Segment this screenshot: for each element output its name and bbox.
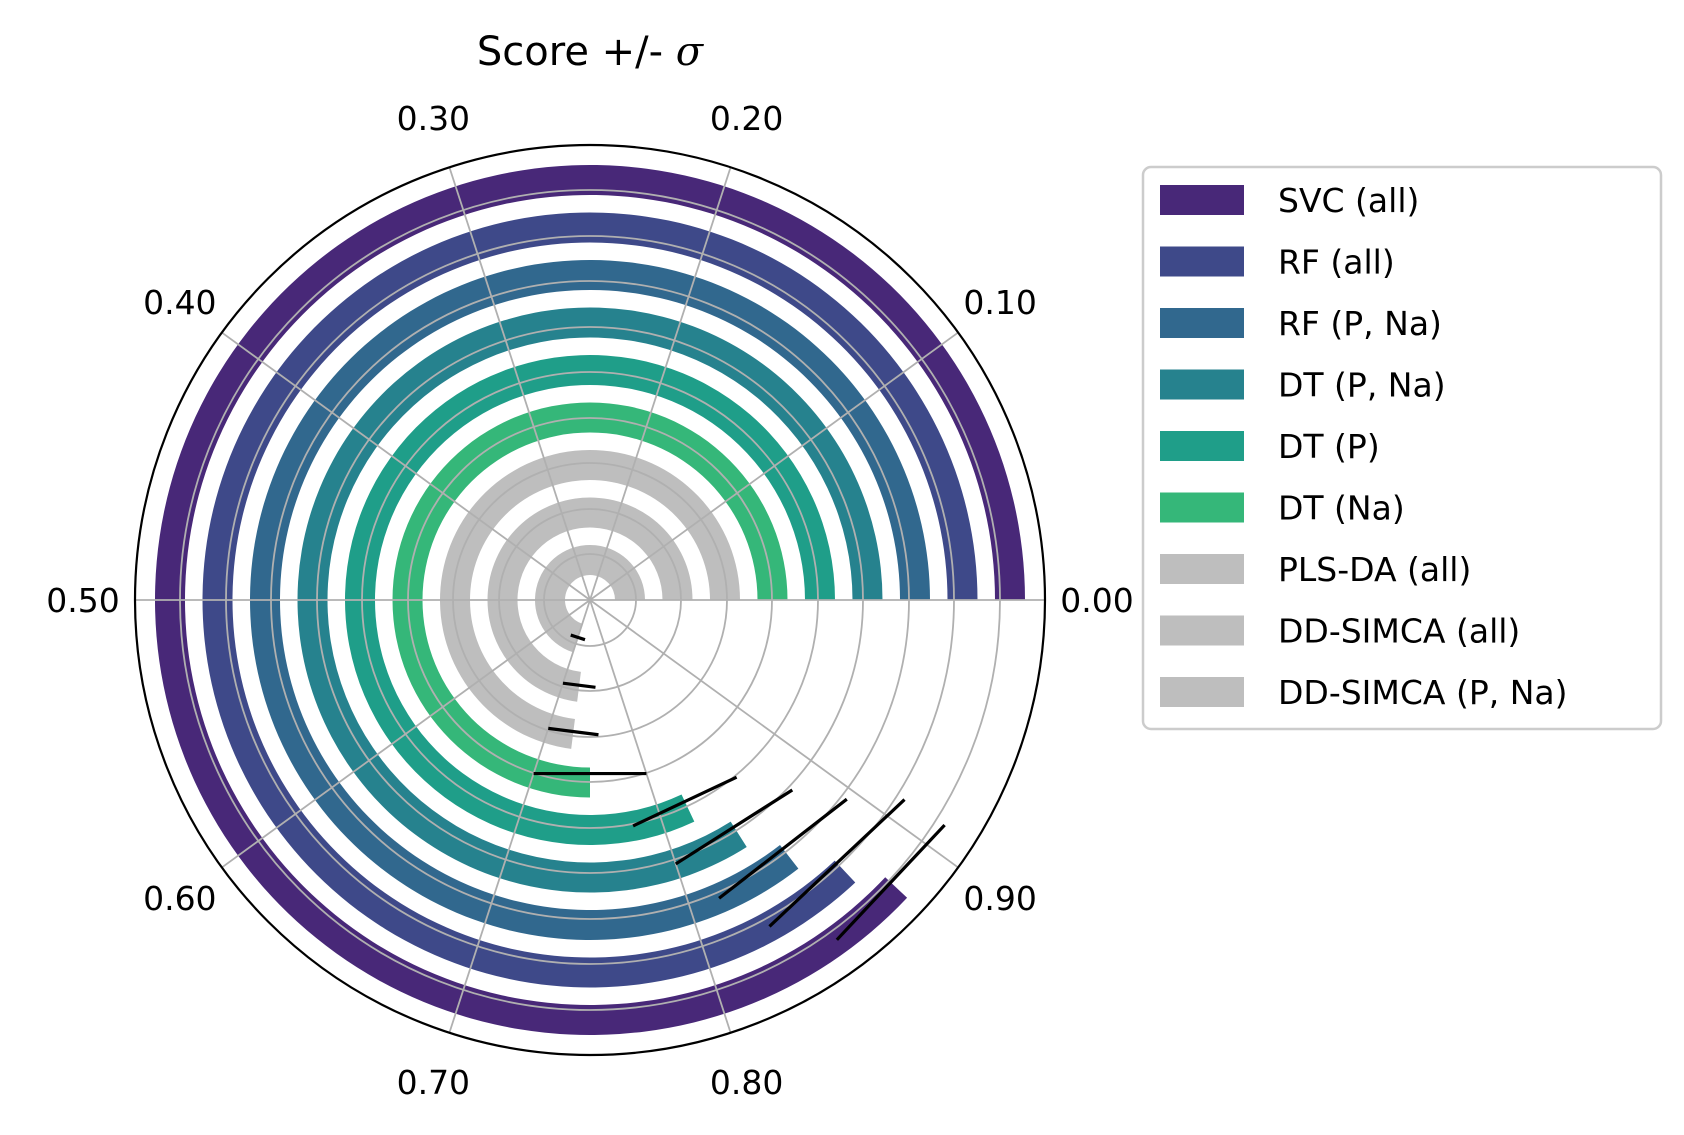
legend-swatch	[1160, 246, 1244, 277]
angular-tick-label: 0.70	[397, 1063, 470, 1102]
angular-grid-line	[448, 599, 591, 1034]
legend-label: SVC (all)	[1278, 181, 1419, 220]
error-bar-8	[570, 633, 586, 642]
error-bars-layer	[533, 633, 946, 941]
error-bar-2	[718, 797, 848, 900]
angular-tick-labels: 0.00 0.10 0.20 0.30 0.40 0.50 0.60 0.70 0.80 0.90	[46, 99, 1133, 1102]
legend-swatch	[1160, 308, 1244, 338]
angular-tick-label: 0.30	[397, 99, 470, 138]
angular-tick-label: 0.40	[143, 283, 216, 322]
chart-title: Score +/- σ	[477, 29, 705, 75]
angular-tick-label: 0.50	[46, 581, 119, 620]
legend-label: DD-SIMCA (P, Na)	[1278, 673, 1568, 712]
legend-label: DT (Na)	[1278, 489, 1405, 528]
legend: SVC (all) RF (all) RF (P, Na) DT (P, Na) DT …	[1141, 165, 1663, 731]
angular-grid-line	[589, 166, 732, 601]
legend-swatch	[1160, 185, 1244, 215]
bar-7	[487, 497, 693, 702]
angular-grid-line	[589, 599, 959, 869]
legend-swatch	[1160, 615, 1244, 646]
angular-grid-line	[221, 599, 591, 869]
angular-tick-label: 0.80	[710, 1063, 783, 1102]
error-bar-1	[768, 798, 906, 928]
error-bar-3	[674, 788, 794, 866]
angular-tick-label: 0.20	[710, 99, 783, 138]
error-bar-7	[562, 681, 596, 689]
legend-swatch	[1160, 431, 1244, 461]
angular-tick-label: 0.60	[143, 879, 216, 918]
legend-label: PLS-DA (all)	[1278, 550, 1471, 589]
legend-swatch	[1160, 492, 1244, 523]
angular-grid-line	[221, 331, 591, 601]
legend-swatch	[1160, 677, 1244, 707]
angular-tick-label: 0.90	[963, 879, 1036, 918]
legend-label: DD-SIMCA (all)	[1278, 612, 1520, 651]
polar-outer-frame	[133, 143, 1047, 1057]
angular-tick-label: 0.00	[1060, 581, 1133, 620]
angular-tick-label: 0.10	[963, 283, 1036, 322]
legend-label: DT (P)	[1278, 427, 1380, 466]
legend-swatch	[1160, 369, 1244, 400]
angular-grid-line	[589, 599, 732, 1034]
legend-label: DT (P, Na)	[1278, 366, 1446, 405]
error-bar-6	[548, 726, 599, 737]
angular-grid-line	[448, 166, 591, 601]
legend-frame	[1141, 165, 1663, 731]
grid-layer	[135, 166, 1045, 1034]
angular-grid-line	[589, 331, 959, 601]
error-bar-4	[632, 775, 738, 828]
bars-layer	[154, 165, 1026, 1035]
bar-8	[534, 544, 645, 653]
legend-label: RF (P, Na)	[1278, 304, 1442, 343]
error-bar-0	[835, 823, 946, 941]
legend-label: RF (all)	[1278, 243, 1395, 282]
legend-swatch	[1160, 554, 1244, 584]
